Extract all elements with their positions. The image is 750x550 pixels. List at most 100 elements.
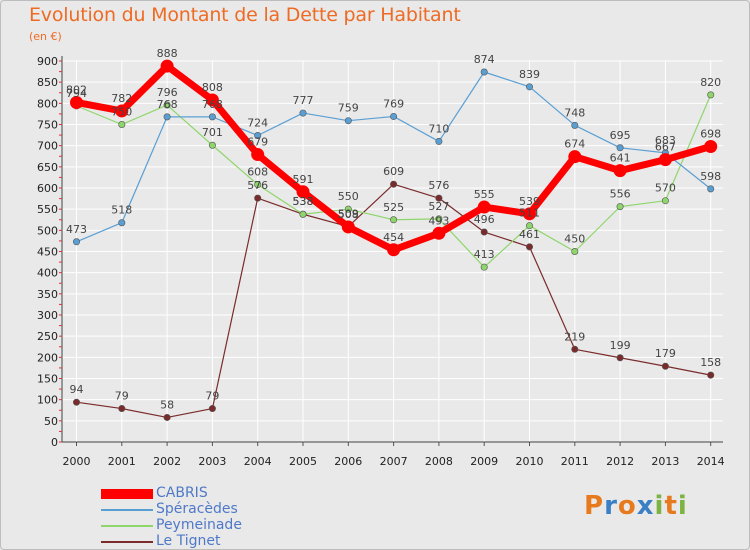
data-label: 79	[205, 390, 219, 403]
y-tick-label: 650	[37, 161, 58, 174]
data-label: 777	[293, 94, 314, 107]
data-point	[390, 216, 398, 224]
y-tick-label: 900	[37, 55, 58, 68]
y-tick-label: 600	[37, 182, 58, 195]
legend-swatch	[101, 509, 153, 511]
data-label: 538	[293, 195, 314, 208]
data-point	[254, 194, 262, 202]
data-label: 58	[160, 398, 174, 411]
x-tick-label: 2009	[470, 455, 498, 468]
data-point	[435, 215, 443, 223]
data-point	[163, 413, 171, 421]
data-label: 450	[564, 233, 585, 246]
data-label: 679	[247, 136, 268, 149]
data-label: 701	[202, 126, 223, 139]
data-point	[73, 238, 81, 246]
x-tick-label: 2013	[651, 455, 679, 468]
x-tick-label: 2007	[380, 455, 408, 468]
data-label: 748	[564, 106, 585, 119]
logo-letter: t	[664, 491, 678, 521]
data-point	[118, 405, 126, 413]
data-label: 518	[111, 204, 132, 217]
data-point	[163, 113, 171, 121]
chart-title: Evolution du Montant de la Dette par Hab…	[29, 4, 461, 26]
data-label: 839	[519, 68, 540, 81]
data-label: 674	[564, 138, 585, 151]
data-point	[299, 109, 307, 117]
data-label: 538	[293, 195, 314, 208]
data-point	[390, 112, 398, 120]
data-label: 539	[519, 195, 540, 208]
data-point	[707, 371, 715, 379]
data-label: 570	[655, 182, 676, 195]
y-tick-label: 150	[37, 373, 58, 386]
data-point	[435, 137, 443, 145]
data-label: 199	[610, 339, 631, 352]
y-tick-label: 200	[37, 351, 58, 364]
data-point	[163, 101, 171, 109]
data-point	[480, 228, 488, 236]
legend-swatch	[101, 541, 153, 543]
data-point	[254, 181, 262, 189]
data-point	[571, 345, 579, 353]
data-point	[205, 93, 219, 107]
data-label: 750	[111, 106, 132, 119]
data-point	[704, 140, 718, 154]
x-tick-label: 2010	[516, 455, 544, 468]
logo-letter: i	[677, 491, 688, 521]
data-label: 759	[338, 102, 359, 115]
y-tick-label: 550	[37, 203, 58, 216]
x-tick-label: 2004	[244, 455, 272, 468]
data-label: 874	[474, 53, 495, 66]
data-point	[251, 148, 265, 162]
data-label: 724	[247, 117, 268, 130]
data-label: 802	[66, 83, 87, 96]
data-point	[613, 164, 627, 178]
data-label: 683	[655, 134, 676, 147]
y-tick-label: 500	[37, 224, 58, 237]
axes	[59, 56, 723, 446]
chart-subtitle: (en €)	[29, 30, 62, 43]
data-label: 667	[655, 141, 676, 154]
x-tick-label: 2000	[63, 455, 91, 468]
y-tick-label: 800	[37, 97, 58, 110]
data-point	[73, 398, 81, 406]
data-label: 473	[66, 223, 87, 236]
data-label: 158	[700, 356, 721, 369]
data-point	[208, 113, 216, 121]
data-label: 609	[383, 165, 404, 178]
legend-swatch	[101, 525, 153, 527]
data-point	[616, 354, 624, 362]
data-label: 695	[610, 129, 631, 142]
y-tick-label: 850	[37, 76, 58, 89]
data-point	[115, 104, 129, 118]
x-tick-label: 2003	[198, 455, 226, 468]
data-point	[707, 185, 715, 193]
data-label: 769	[383, 97, 404, 110]
data-point	[344, 205, 352, 213]
x-tick-label: 2001	[108, 455, 136, 468]
y-tick-label: 350	[37, 288, 58, 301]
data-point	[118, 121, 126, 129]
data-point	[208, 141, 216, 149]
data-label: 413	[474, 248, 495, 261]
data-point	[616, 203, 624, 211]
logo-letter: r	[604, 491, 618, 521]
data-label: 768	[157, 98, 178, 111]
x-tick-label: 2011	[561, 455, 589, 468]
data-label: 820	[700, 76, 721, 89]
x-tick-label: 2012	[606, 455, 634, 468]
legend-label: CABRIS	[156, 485, 208, 501]
x-tick-label: 2014	[697, 455, 725, 468]
data-label: 888	[157, 47, 178, 60]
data-point	[661, 362, 669, 370]
data-label: 550	[338, 190, 359, 203]
data-label: 576	[428, 179, 449, 192]
data-point	[568, 150, 582, 164]
data-point	[571, 248, 579, 256]
value-labels: 802 782 888 808 679 591 508 454 493 555 539 674 641 6…	[66, 47, 721, 411]
data-point	[477, 200, 491, 214]
y-tick-label: 700	[37, 140, 58, 153]
legend-swatch	[101, 489, 153, 499]
